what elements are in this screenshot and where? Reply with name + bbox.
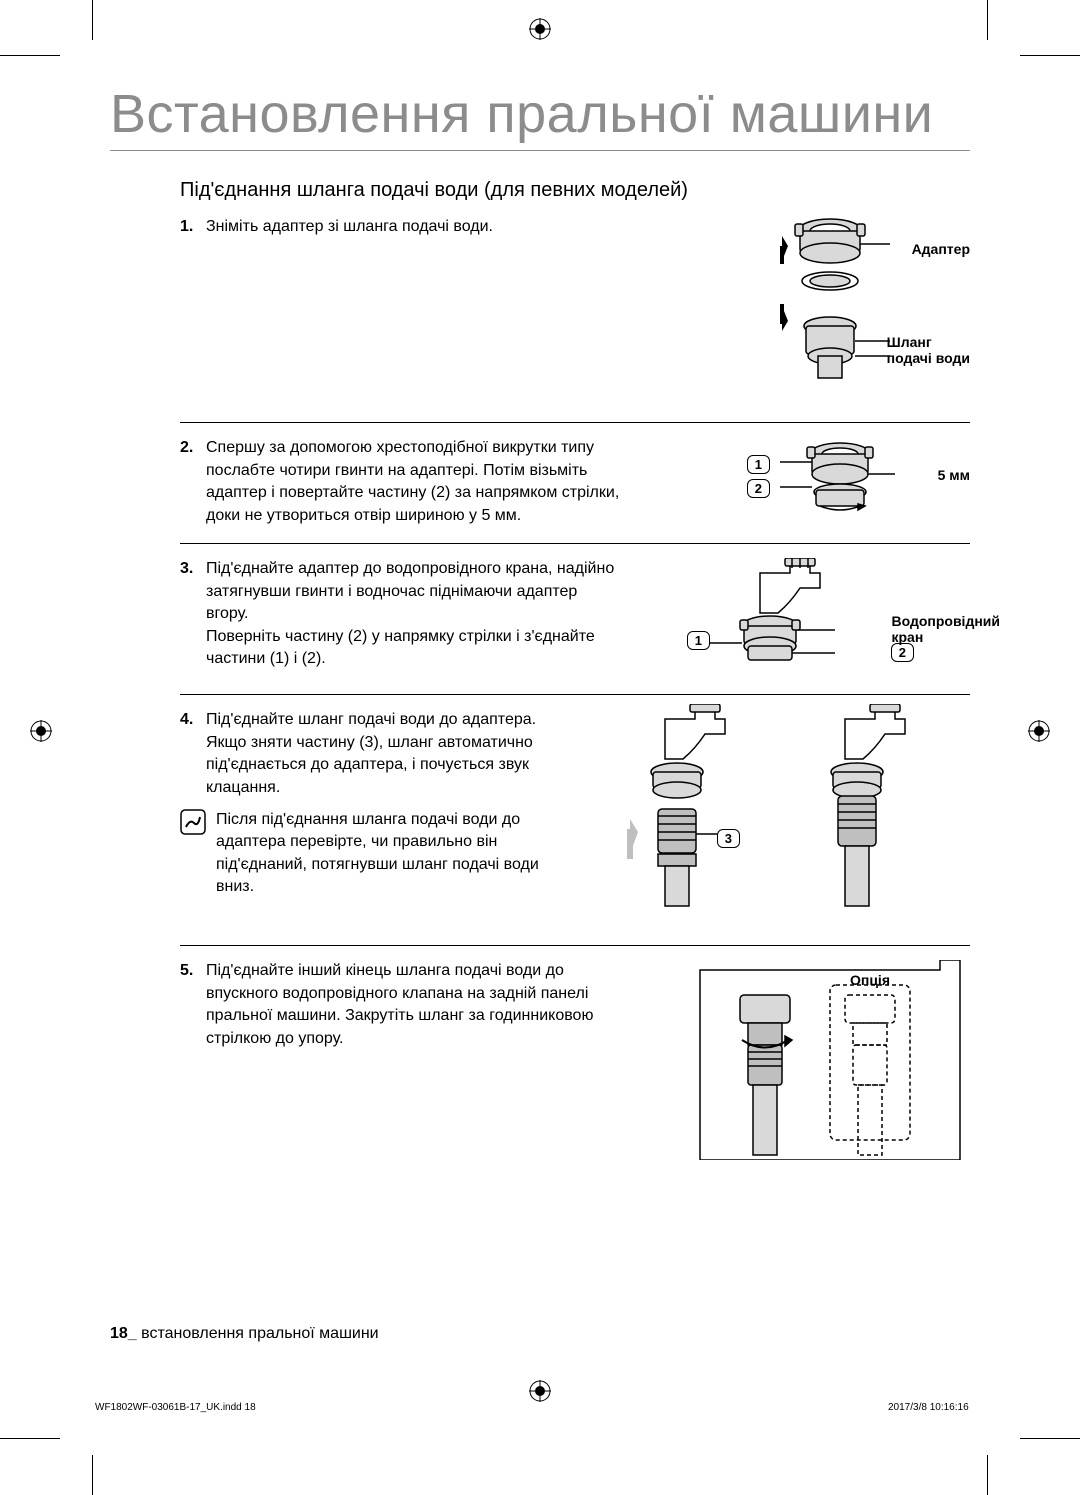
page-footer-label: встановлення пральної машини — [141, 1325, 378, 1342]
figure-label-hose: Шланг — [887, 334, 932, 350]
tap-adapter-diagram — [690, 558, 890, 678]
page-footer: 18_ встановлення пральної машини — [110, 1325, 379, 1343]
inlet-valve-diagram — [690, 960, 970, 1160]
callout-1: 1 — [687, 631, 710, 650]
adapter-hose-diagram — [740, 206, 970, 396]
page-number: 18_ — [110, 1325, 137, 1342]
step-5: 5. Під'єднайте інший кінець шланга подач… — [180, 960, 970, 1176]
step-number: 4. — [180, 709, 193, 731]
note-text: Після під'єднання шланга подачі води до … — [216, 809, 540, 899]
step-number: 1. — [180, 216, 193, 238]
callout-1: 1 — [747, 455, 770, 474]
step-number: 5. — [180, 960, 193, 982]
registration-mark-icon — [30, 720, 52, 742]
step-text: Зніміть адаптер зі шланга подачі води. — [206, 218, 493, 235]
footer-timestamp: 2017/3/8 10:16:16 — [888, 1402, 969, 1413]
note-icon — [180, 809, 206, 899]
figure-label-adapter: Адаптер — [912, 241, 970, 257]
step-number: 2. — [180, 437, 193, 459]
step-text: Під'єднайте шланг подачі води до адаптер… — [206, 711, 536, 795]
step-4: 4. Під'єднайте шланг подачі води до адап… — [180, 709, 970, 946]
footer-filename: WF1802WF-03061B-17_UK.indd 18 — [95, 1402, 256, 1413]
figure-label-tap2: кран — [891, 629, 923, 645]
registration-mark-icon — [529, 1380, 551, 1402]
figure-label-5mm: 5 мм — [938, 467, 970, 483]
figure-label-tap: Водопровідний — [891, 613, 1000, 629]
figure-label-hose2: подачі води — [887, 350, 970, 366]
page-title: Встановлення пральної машини — [110, 85, 970, 151]
registration-mark-icon — [529, 18, 551, 40]
step-1: 1. Зніміть адаптер зі шланга подачі води… — [180, 216, 970, 423]
step-2: 2. Спершу за допомогою хрестоподібної ви… — [180, 437, 970, 544]
step-text: Під'єднайте адаптер до водопровідного кр… — [206, 560, 614, 667]
hose-connect-diagram — [610, 704, 970, 924]
figure-label-option: Опція — [850, 972, 890, 988]
section-title: Під'єднання шланга подачі води (для певн… — [180, 179, 970, 202]
adapter-loosen-diagram — [750, 432, 930, 522]
step-number: 3. — [180, 558, 193, 580]
callout-2: 2 — [747, 479, 770, 498]
registration-mark-icon — [1028, 720, 1050, 742]
step-3: 3. Під'єднайте адаптер до водопровідного… — [180, 558, 970, 695]
callout-2: 2 — [891, 643, 914, 662]
step-text: Спершу за допомогою хрестоподібної викру… — [206, 439, 619, 523]
callout-3: 3 — [717, 829, 740, 848]
step-text: Під'єднайте інший кінець шланга подачі в… — [206, 962, 593, 1046]
